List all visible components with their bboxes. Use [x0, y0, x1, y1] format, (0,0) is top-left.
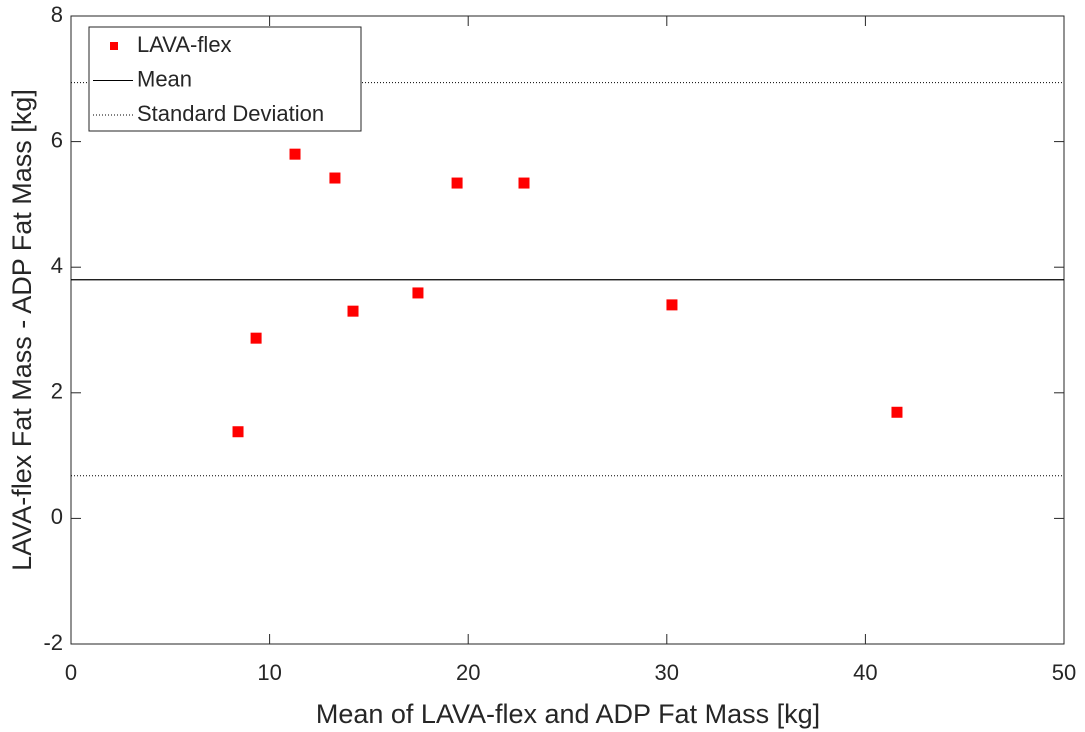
plot-frame	[70, 15, 1065, 645]
x-tick-label: 20	[456, 660, 480, 685]
y-tick-label: 8	[51, 2, 63, 27]
point	[347, 305, 359, 317]
point	[289, 148, 301, 160]
legend-label: Mean	[137, 66, 192, 91]
legend-marker	[110, 42, 118, 50]
legend-box	[88, 26, 362, 132]
x-tick-label: 0	[65, 660, 77, 685]
x-tick-label: 30	[655, 660, 679, 685]
y-tick-label: 0	[51, 504, 63, 529]
x-tick-label: 40	[853, 660, 877, 685]
y-tick-label: -2	[43, 630, 63, 655]
legend-label: Standard Deviation	[137, 101, 324, 126]
x-axis-label: Mean of LAVA-flex and ADP Fat Mass [kg]	[316, 699, 820, 729]
legend-label: LAVA-flex	[137, 32, 232, 57]
point	[232, 426, 244, 438]
x-tick-label: 50	[1052, 660, 1076, 685]
point	[518, 177, 530, 189]
y-tick-label: 6	[51, 127, 63, 152]
y-tick-label: 4	[51, 253, 63, 278]
y-tick-label: 2	[51, 379, 63, 404]
point	[412, 287, 424, 299]
point	[451, 177, 463, 189]
point	[329, 172, 341, 184]
x-tick-label: 10	[257, 660, 281, 685]
point	[250, 332, 262, 344]
y-axis-label: LAVA-flex Fat Mass - ADP Fat Mass [kg]	[7, 89, 37, 571]
point	[666, 299, 678, 311]
point	[891, 406, 903, 418]
